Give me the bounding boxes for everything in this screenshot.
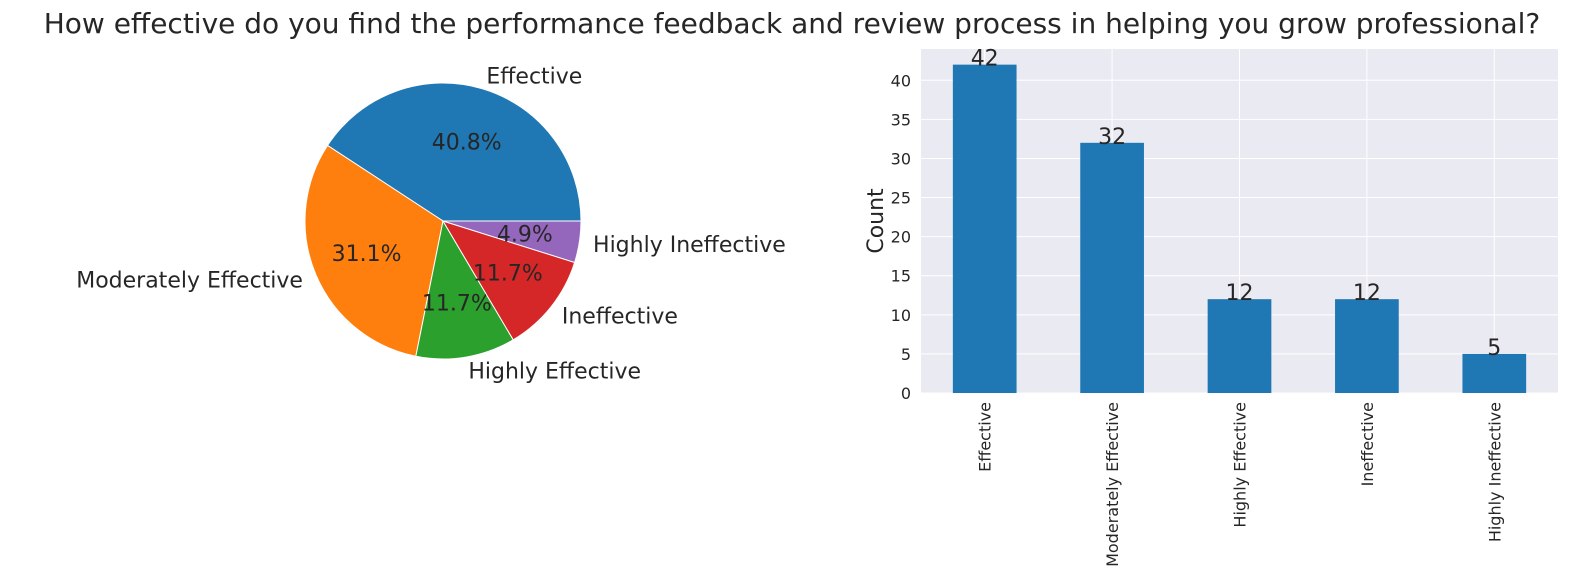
pie-percent-label: 4.9% — [497, 223, 553, 248]
chart-title: How effective do you find the performanc… — [44, 7, 1541, 40]
bar-chart: 0 5 10 15 20 25 30 35 40 Count 42 Effective 32 Modera… — [864, 47, 1558, 567]
pie-percent-label: 11.7% — [473, 261, 543, 286]
y-tick-label: 40 — [891, 71, 911, 90]
bar-moderately-effective — [1080, 142, 1144, 393]
y-tick-label: 5 — [901, 345, 911, 364]
pie-percent-label: 31.1% — [332, 242, 402, 267]
pie-category-label: Highly Ineffective — [593, 233, 786, 258]
pie-percent-label: 11.7% — [422, 292, 492, 317]
bar-highly-effective — [1207, 299, 1272, 393]
bar-ineffective — [1335, 299, 1399, 393]
bar-value-label: 32 — [1098, 125, 1126, 150]
y-tick-label: 25 — [891, 189, 911, 208]
bar-effective — [952, 64, 1017, 394]
x-tick-label: Highly Ineffective — [1485, 402, 1504, 542]
bar-value-label: 5 — [1487, 336, 1501, 361]
bar-value-label: 12 — [1353, 281, 1381, 306]
pie-category-label: Effective — [486, 65, 582, 90]
x-tick-label: Highly Effective — [1231, 402, 1250, 528]
pie-slice-moderately-effective — [304, 144, 444, 357]
y-tick-label: 20 — [891, 228, 911, 247]
y-tick-label: 15 — [891, 267, 911, 286]
pie-percent-label: 40.8% — [432, 131, 502, 156]
bar-highly-ineffective — [1462, 353, 1527, 393]
x-tick-label: Effective — [976, 402, 995, 472]
y-tick-label: 35 — [891, 110, 911, 129]
pie-slice-highly-effective — [415, 219, 514, 360]
y-tick-label: 10 — [891, 306, 911, 325]
y-tick-label: 30 — [891, 149, 911, 168]
bar-value-label: 42 — [971, 47, 999, 72]
pie-slice-highly-ineffective — [442, 220, 582, 264]
pie-category-label: Highly Effective — [468, 360, 641, 385]
pie-category-label: Ineffective — [562, 304, 678, 329]
pie-chart: 40.8% Effective 31.1% Moderately Effective 1… — [76, 65, 786, 385]
x-tick-label: Ineffective — [1358, 402, 1377, 486]
pie-category-label: Moderately Effective — [76, 269, 303, 294]
pie-slice-ineffective — [441, 220, 576, 341]
y-axis-label: Count — [864, 188, 889, 254]
y-tick-label: 0 — [901, 384, 911, 403]
bar-value-label: 12 — [1226, 281, 1254, 306]
x-tick-label: Moderately Effective — [1103, 402, 1122, 567]
